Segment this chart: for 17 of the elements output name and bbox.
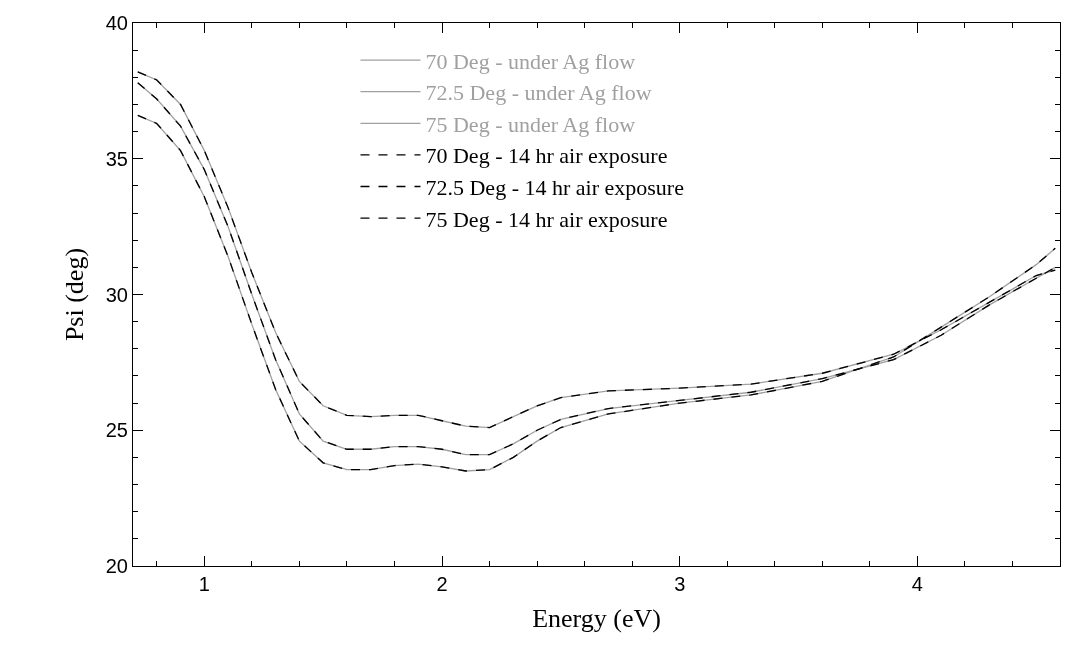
- y-tick-label: 35: [105, 147, 128, 170]
- y-tick-label: 25: [105, 419, 128, 442]
- y-tick-label: 20: [105, 555, 128, 577]
- legend-label: 70 Deg - 14 hr air exposure: [425, 143, 668, 169]
- y-axis-title: Psi (deg): [60, 247, 90, 342]
- x-tick-label: 4: [911, 573, 923, 595]
- x-tick-label: 1: [198, 573, 210, 595]
- legend-label: 72.5 Deg - under Ag flow: [425, 80, 652, 106]
- legend-label: 72.5 Deg - 14 hr air exposure: [425, 175, 684, 201]
- legend-label: 75 Deg - under Ag flow: [425, 111, 636, 137]
- y-tick-label: 40: [105, 12, 128, 34]
- x-tick-label: 3: [674, 573, 686, 595]
- legend-label: 75 Deg - 14 hr air exposure: [425, 206, 668, 232]
- legend-label: 70 Deg - under Ag flow: [425, 48, 636, 74]
- y-tick-label: 30: [105, 283, 128, 306]
- x-axis-title: Energy (eV): [532, 603, 661, 633]
- x-tick-label: 2: [436, 573, 448, 595]
